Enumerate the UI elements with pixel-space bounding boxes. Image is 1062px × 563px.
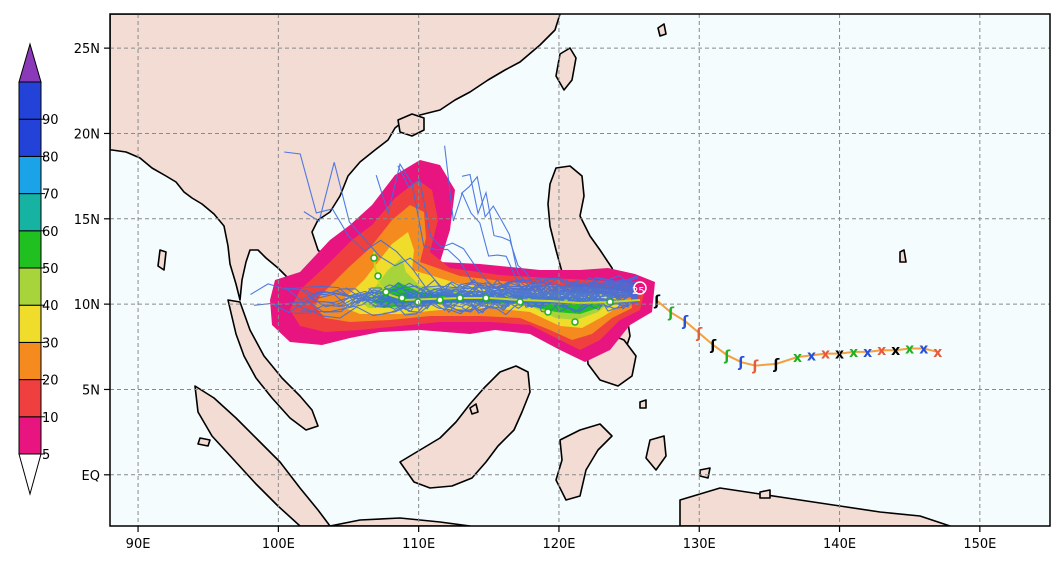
colorbar-label: 5 <box>42 448 50 463</box>
lon-tick-label: 130E <box>683 537 716 552</box>
track-symbol: ʃ <box>737 355 745 371</box>
track-symbol: x <box>849 345 858 361</box>
colorbar-max-arrow <box>18 42 42 83</box>
colorbar-bin <box>18 155 42 195</box>
colorbar-bin <box>18 118 42 157</box>
colorbar-bin <box>18 193 42 232</box>
track-symbol: x <box>807 348 816 364</box>
track-symbol: x <box>919 342 928 358</box>
lat-tick-label: EQ <box>82 469 100 484</box>
colorbar-bin <box>18 416 42 455</box>
ensemble-track-line <box>436 274 639 308</box>
lon-tick-label: 110E <box>402 537 435 552</box>
lon-tick-label: 100E <box>262 537 295 552</box>
colorbar-min-arrow <box>18 453 42 496</box>
colorbar-bin <box>18 230 42 269</box>
colorbar-label: 70 <box>42 188 59 203</box>
observed-track-line <box>656 299 938 367</box>
track-symbol: ʃ <box>773 357 781 373</box>
colorbar-bin <box>18 304 42 343</box>
ensemble-track-line <box>436 280 639 308</box>
track-symbol: ʃ <box>723 348 731 364</box>
colorbar-bin <box>18 81 42 120</box>
track-symbol: ʃ <box>667 306 675 322</box>
map-border <box>109 13 1051 527</box>
lat-axis: 25N 20N 15N 10N 5N EQ <box>74 42 110 484</box>
colorbar-label: 60 <box>42 225 59 240</box>
lat-tick-label: 20N <box>74 127 100 142</box>
track-symbol: x <box>905 342 914 358</box>
ensemble-track-line <box>421 288 639 313</box>
track-symbol: x <box>835 347 844 363</box>
lat-tick-label: 5N <box>82 383 100 398</box>
track-symbol: ʃ <box>653 294 661 310</box>
graticule <box>110 14 1050 526</box>
track-symbol: ʃ <box>695 326 703 342</box>
lon-axis: 90E 100E 110E 120E 130E 140E 150E <box>126 526 996 552</box>
track-symbol: x <box>877 343 886 359</box>
track-symbol: x <box>793 350 802 366</box>
colorbar-label: 80 <box>42 150 59 165</box>
colorbar-bin <box>18 267 42 306</box>
lon-tick-label: 90E <box>126 537 151 552</box>
colorbar-bin <box>18 379 42 418</box>
track-symbol: ʃ <box>709 338 717 354</box>
colorbar-label: 40 <box>42 299 59 314</box>
mean-forecast-track <box>370 251 641 326</box>
lon-tick-label: 120E <box>542 537 575 552</box>
colorbar: 5 10 20 30 40 50 60 70 80 90 <box>18 42 59 496</box>
lat-tick-label: 15N <box>74 213 100 228</box>
track-symbol: x <box>821 347 830 363</box>
colorbar-label: 50 <box>42 262 59 277</box>
track-symbol: ʃ <box>751 359 759 375</box>
lat-tick-label: 10N <box>74 298 100 313</box>
track-symbol: ʃ <box>681 314 689 330</box>
ensemble-tracks <box>250 145 639 319</box>
storm-position: 25 <box>632 281 647 297</box>
colorbar-bin <box>18 341 42 381</box>
colorbar-label: 90 <box>42 113 59 128</box>
lon-tick-label: 150E <box>963 537 996 552</box>
colorbar-label: 30 <box>42 336 59 351</box>
track-symbol: x <box>863 345 872 361</box>
storm-number: 25 <box>632 286 645 297</box>
lat-tick-label: 25N <box>74 42 100 57</box>
track-symbol: x <box>933 345 942 361</box>
track-symbol: x <box>891 343 900 359</box>
colorbar-label: 10 <box>42 411 59 426</box>
ensemble-track-line <box>253 284 639 314</box>
ensemble-track-line <box>350 285 639 308</box>
lon-tick-label: 140E <box>823 537 856 552</box>
colorbar-label: 20 <box>42 374 59 389</box>
ensemble-track-line <box>393 278 639 308</box>
